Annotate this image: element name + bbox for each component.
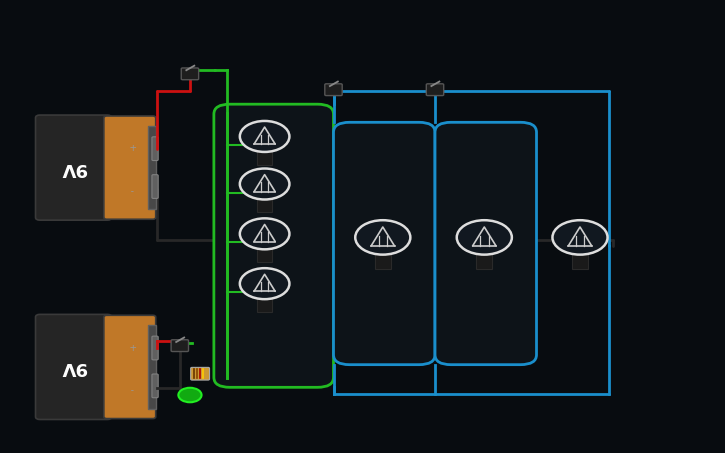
FancyBboxPatch shape: [152, 374, 158, 398]
FancyBboxPatch shape: [257, 295, 272, 312]
FancyBboxPatch shape: [181, 68, 199, 80]
FancyBboxPatch shape: [257, 195, 272, 212]
FancyBboxPatch shape: [36, 115, 112, 220]
FancyBboxPatch shape: [148, 325, 156, 409]
FancyBboxPatch shape: [253, 192, 276, 197]
FancyBboxPatch shape: [375, 250, 391, 269]
FancyBboxPatch shape: [472, 246, 497, 251]
Circle shape: [355, 220, 410, 255]
FancyBboxPatch shape: [104, 315, 156, 419]
FancyBboxPatch shape: [435, 122, 536, 365]
Circle shape: [240, 218, 289, 249]
Circle shape: [552, 220, 608, 255]
Circle shape: [240, 121, 289, 152]
FancyBboxPatch shape: [426, 84, 444, 96]
FancyBboxPatch shape: [476, 250, 492, 269]
FancyBboxPatch shape: [152, 137, 158, 160]
FancyBboxPatch shape: [253, 241, 276, 246]
FancyBboxPatch shape: [253, 291, 276, 296]
FancyBboxPatch shape: [325, 84, 342, 96]
FancyBboxPatch shape: [152, 175, 158, 198]
Circle shape: [240, 268, 289, 299]
Text: 9V: 9V: [60, 358, 87, 376]
Circle shape: [457, 220, 512, 255]
FancyBboxPatch shape: [36, 314, 112, 419]
FancyBboxPatch shape: [370, 246, 396, 251]
Text: +: +: [128, 141, 136, 150]
FancyBboxPatch shape: [104, 116, 156, 219]
FancyBboxPatch shape: [148, 126, 156, 209]
FancyBboxPatch shape: [253, 144, 276, 149]
FancyBboxPatch shape: [171, 340, 188, 352]
FancyBboxPatch shape: [191, 367, 210, 380]
Circle shape: [240, 169, 289, 199]
FancyBboxPatch shape: [214, 104, 334, 387]
Circle shape: [178, 388, 202, 402]
Text: +: +: [128, 341, 136, 350]
FancyBboxPatch shape: [257, 245, 272, 262]
FancyBboxPatch shape: [334, 122, 435, 365]
Text: 9V: 9V: [60, 159, 87, 177]
Text: -: -: [130, 384, 133, 393]
FancyBboxPatch shape: [152, 336, 158, 360]
FancyBboxPatch shape: [568, 246, 593, 251]
Text: -: -: [130, 185, 133, 194]
FancyBboxPatch shape: [257, 148, 272, 164]
FancyBboxPatch shape: [572, 250, 588, 269]
